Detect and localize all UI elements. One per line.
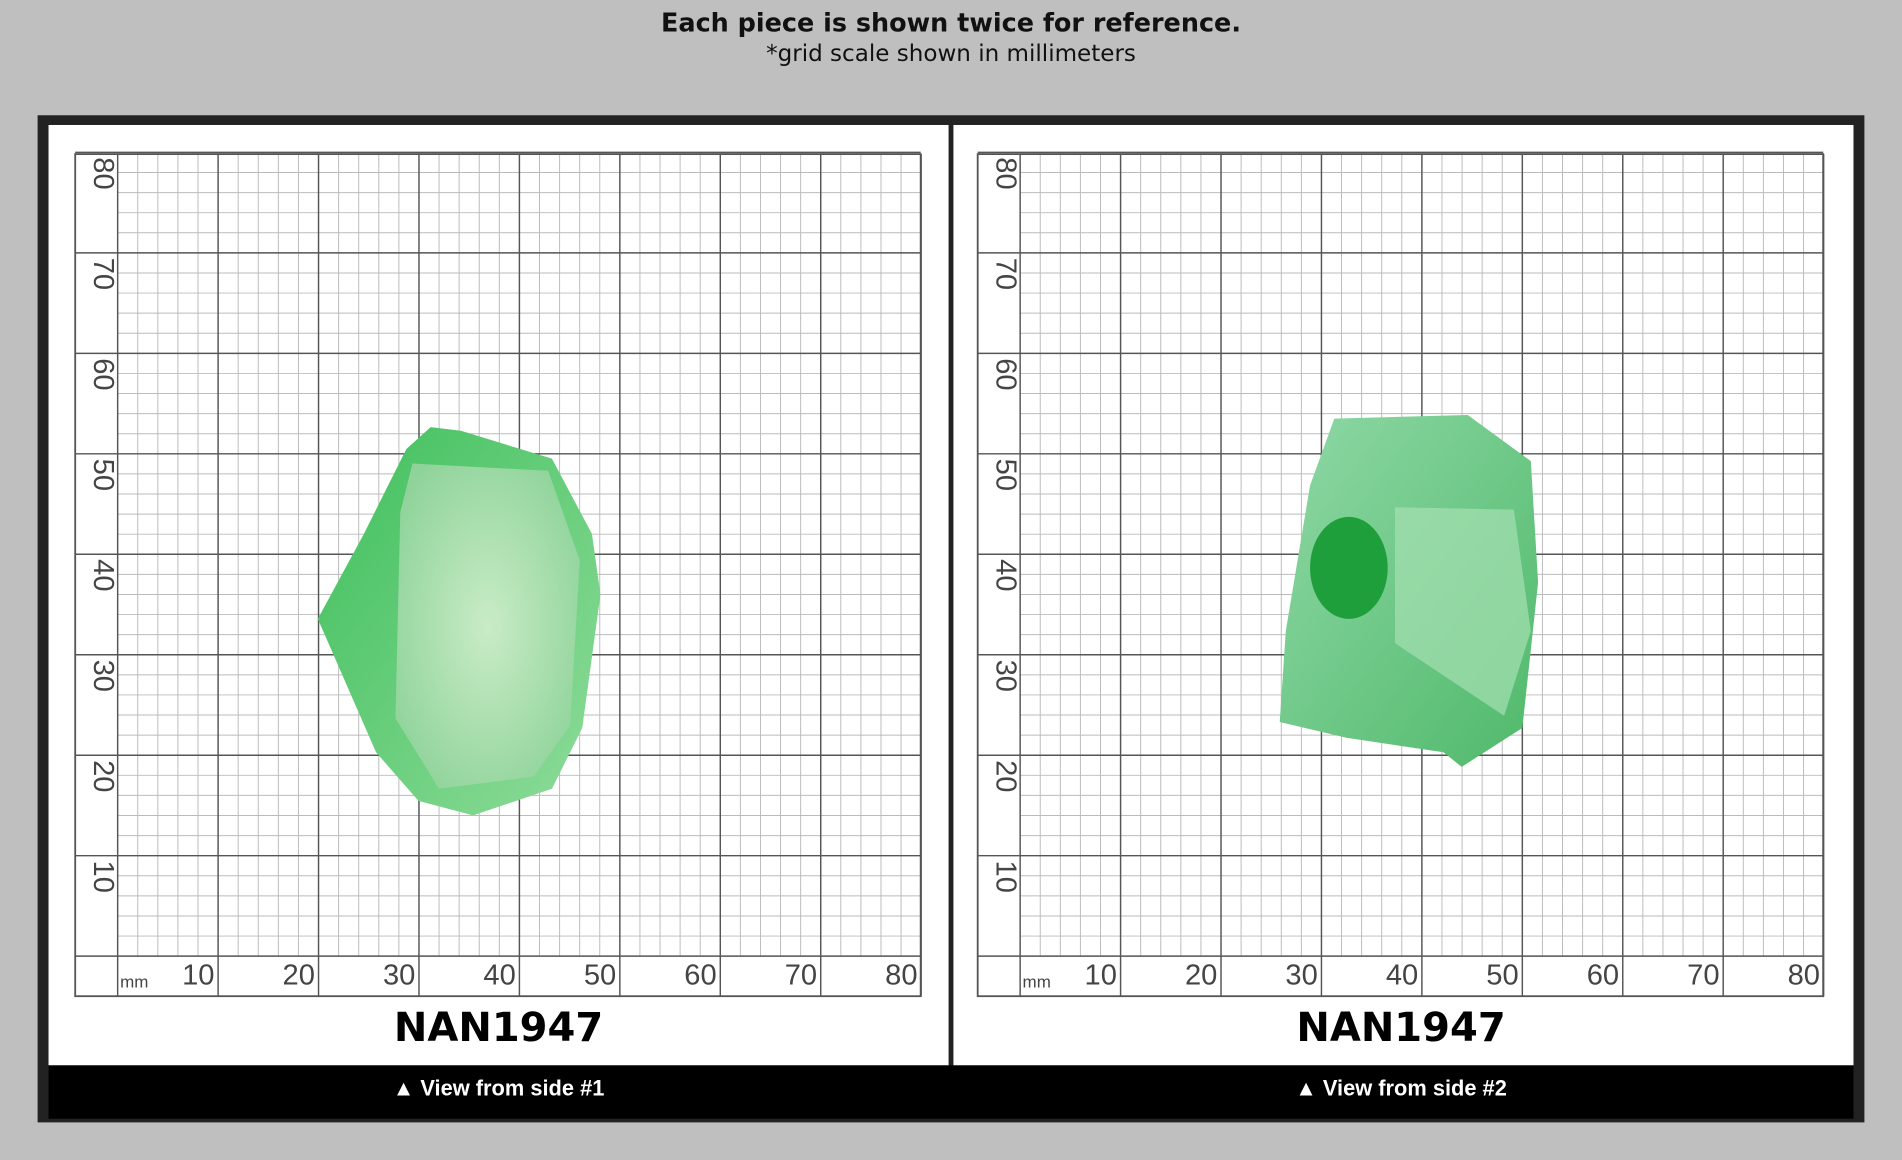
y-tick-label: 70 — [990, 258, 1022, 290]
y-tick-label: 50 — [87, 459, 119, 491]
unit-label: mm — [120, 972, 148, 991]
unit-label: mm — [1023, 972, 1051, 991]
specimen-label: NAN1947 — [1296, 1005, 1505, 1051]
subtitle: *grid scale shown in millimeters — [766, 41, 1136, 67]
caption: ▲ View from side #2 — [1295, 1075, 1507, 1100]
y-tick-label: 10 — [87, 861, 119, 893]
y-tick-label: 80 — [87, 157, 119, 189]
x-tick-label: 50 — [584, 959, 616, 991]
gem-face — [1394, 507, 1531, 716]
gem-face — [395, 463, 580, 789]
y-tick-label: 40 — [87, 559, 119, 591]
gem-photos — [317, 414, 1539, 816]
specimen-label: NAN1947 — [394, 1005, 603, 1051]
x-tick-label: 20 — [1185, 959, 1217, 991]
y-tick-label: 40 — [990, 559, 1022, 591]
x-tick-label: 10 — [1085, 959, 1117, 991]
y-tick-label: 10 — [990, 861, 1022, 893]
y-tick-label: 20 — [87, 760, 119, 792]
x-tick-label: 80 — [885, 959, 917, 991]
title: Each piece is shown twice for reference. — [661, 8, 1241, 38]
x-tick-label: 40 — [483, 959, 515, 991]
x-tick-label: 30 — [1285, 959, 1317, 991]
y-tick-label: 50 — [990, 459, 1022, 491]
caption: ▲ View from side #1 — [393, 1075, 605, 1100]
x-tick-label: 20 — [283, 959, 315, 991]
y-tick-label: 20 — [990, 760, 1022, 792]
x-tick-label: 80 — [1788, 959, 1820, 991]
x-tick-label: 60 — [684, 959, 716, 991]
y-tick-label: 60 — [87, 358, 119, 390]
x-tick-label: 40 — [1386, 959, 1418, 991]
y-tick-label: 30 — [87, 660, 119, 692]
x-tick-label: 50 — [1486, 959, 1518, 991]
x-tick-label: 30 — [383, 959, 415, 991]
gem-inclusion — [1310, 516, 1388, 619]
x-tick-label: 70 — [1687, 959, 1719, 991]
y-tick-label: 30 — [990, 660, 1022, 692]
x-tick-label: 60 — [1587, 959, 1619, 991]
caption-bar — [48, 1065, 1854, 1119]
x-tick-label: 10 — [182, 959, 214, 991]
x-tick-label: 70 — [785, 959, 817, 991]
y-tick-label: 60 — [990, 358, 1022, 390]
y-tick-label: 80 — [990, 157, 1022, 189]
y-tick-label: 70 — [87, 258, 119, 290]
